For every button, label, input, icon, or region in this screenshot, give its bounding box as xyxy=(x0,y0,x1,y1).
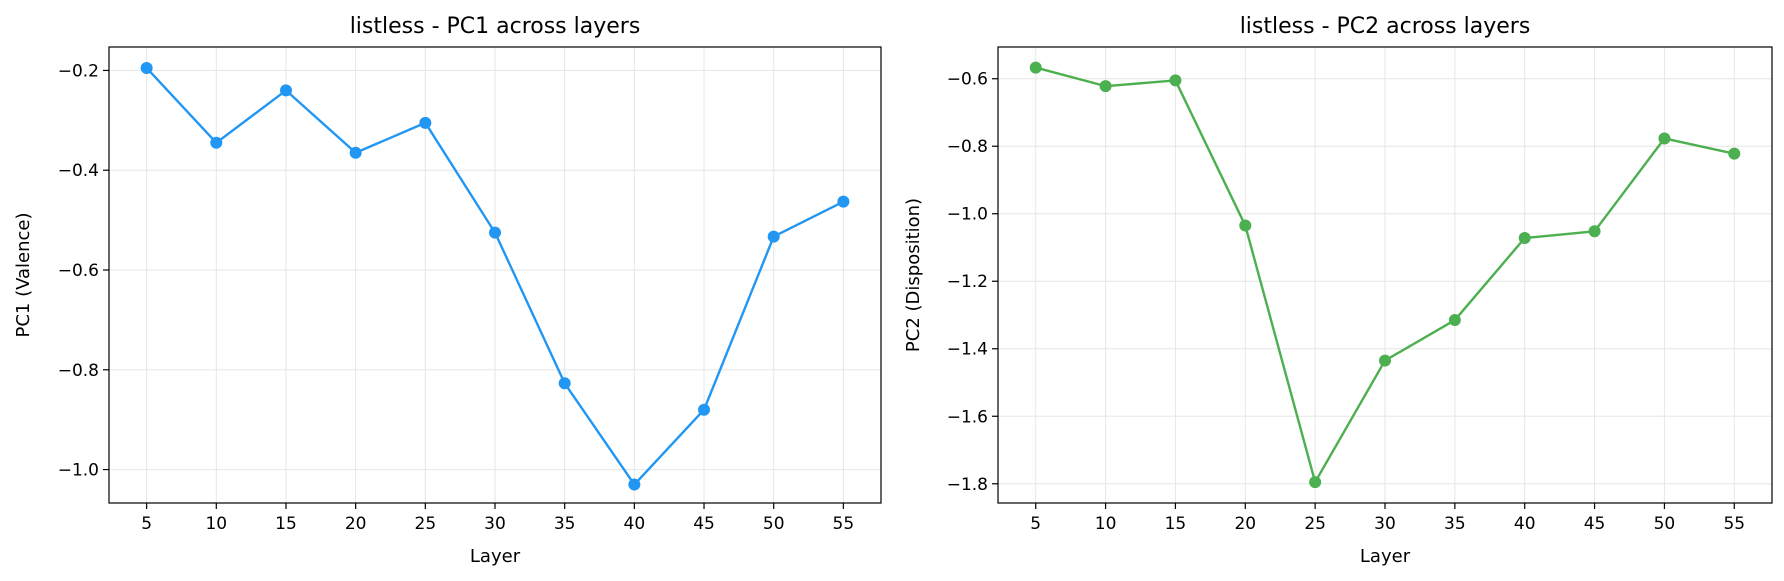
pc1-x-tick-label: 25 xyxy=(415,514,437,534)
pc2-y-tick-label: −1.4 xyxy=(947,340,988,360)
pc1-data-point xyxy=(140,61,153,74)
pc1-y-tick-label: −0.2 xyxy=(58,61,99,81)
pc2-plot-frame xyxy=(997,46,1773,504)
pc1-chart: listless - PC1 across layers 5 10 15 20 25 30… xyxy=(13,14,882,567)
pc2-y-tick-label: −1.2 xyxy=(947,272,988,292)
pc1-data-point xyxy=(210,136,223,149)
pc2-x-tick-label: 35 xyxy=(1444,514,1466,534)
pc2-x-tick-label: 25 xyxy=(1304,514,1326,534)
pc1-data-point xyxy=(767,230,780,243)
pc2-data-point xyxy=(1379,354,1391,367)
pc2-data-point xyxy=(1099,80,1112,93)
pc2-data-point xyxy=(1588,225,1601,238)
pc1-y-axis-label: PC1 (Valence) xyxy=(13,212,34,337)
pc1-x-tick-label: 10 xyxy=(205,514,227,534)
pc1-y-tick-label: −1.0 xyxy=(58,461,99,481)
pc2-data-point xyxy=(1728,147,1741,160)
pc2-y-tick-label: −1.6 xyxy=(947,407,988,427)
pc1-chart-title: listless - PC1 across layers xyxy=(350,14,641,39)
pc2-x-axis-label: Layer xyxy=(1360,546,1411,567)
pc1-x-tick-label: 40 xyxy=(624,514,646,534)
pc2-x-tick-label: 45 xyxy=(1584,514,1606,534)
pc2-chart: listless - PC2 across layers 5 10 15 20 25 30… xyxy=(903,14,1773,567)
pc2-y-tick-label: −0.8 xyxy=(947,137,988,157)
pc2-x-tick-label: 40 xyxy=(1514,514,1536,534)
pc2-y-tick-label: −1.0 xyxy=(947,205,988,225)
pc2-data-point xyxy=(1169,74,1182,87)
pc1-y-tick-label: −0.8 xyxy=(58,361,99,381)
pc2-data-point xyxy=(1029,61,1042,74)
pc1-data-point xyxy=(558,377,571,390)
pc2-x-tick-label: 55 xyxy=(1723,514,1745,534)
pc1-data-point xyxy=(837,195,850,208)
pc2-x-tick-label: 50 xyxy=(1654,514,1676,534)
pc2-y-axis-label: PC2 (Disposition) xyxy=(903,198,924,352)
pc1-data-point xyxy=(279,84,292,97)
pc1-x-tick-label: 5 xyxy=(141,514,152,534)
pc1-x-tick-label: 30 xyxy=(484,514,506,534)
pc1-x-axis-label: Layer xyxy=(470,546,521,567)
pc2-data-point xyxy=(1309,476,1322,489)
pc2-data-point xyxy=(1239,219,1252,232)
pc1-x-tick-label: 50 xyxy=(763,514,785,534)
pc1-x-tick-label: 15 xyxy=(275,514,297,534)
pc1-x-tick-label: 20 xyxy=(345,514,367,534)
pc1-data-point xyxy=(698,403,711,416)
pc1-data-point xyxy=(419,116,432,129)
pc1-data-point xyxy=(628,478,641,491)
pc1-x-tick-label: 55 xyxy=(833,514,855,534)
pc1-data-point xyxy=(349,146,362,159)
pc1-data-point xyxy=(489,226,501,239)
pc1-y-tick-label: −0.4 xyxy=(58,161,99,181)
pc2-data-point xyxy=(1518,232,1531,245)
pc2-x-tick-label: 5 xyxy=(1030,514,1041,534)
pc2-data-point xyxy=(1658,132,1671,145)
pc2-chart-title: listless - PC2 across layers xyxy=(1240,14,1531,39)
pc1-x-tick-label: 45 xyxy=(693,514,715,534)
pc1-y-tick-label: −0.6 xyxy=(58,261,99,281)
pc2-x-tick-label: 30 xyxy=(1374,514,1396,534)
pc2-data-point xyxy=(1448,314,1461,327)
pc2-x-tick-label: 20 xyxy=(1234,514,1256,534)
pc2-y-tick-label: −1.8 xyxy=(947,475,988,495)
pc2-y-tick-label: −0.6 xyxy=(947,70,988,90)
pc2-x-tick-label: 10 xyxy=(1095,514,1117,534)
pc1-x-tick-label: 35 xyxy=(554,514,576,534)
pc2-x-tick-label: 15 xyxy=(1165,514,1187,534)
pc1-plot-frame xyxy=(108,46,882,504)
